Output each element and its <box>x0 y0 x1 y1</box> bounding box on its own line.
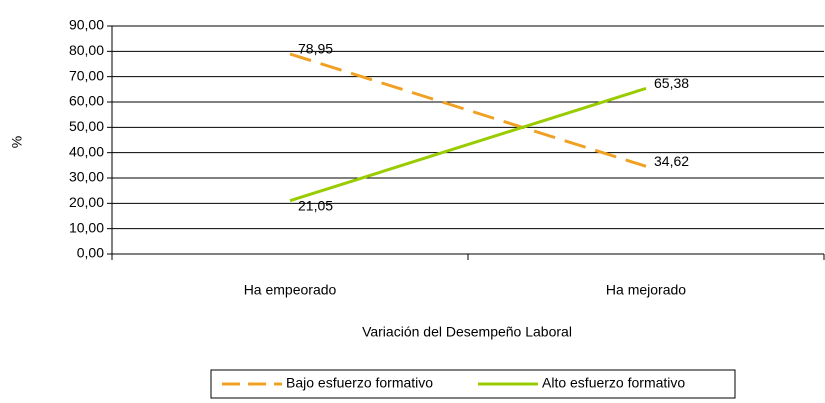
legend-label: Alto esfuerzo formativo <box>542 375 685 391</box>
y-tick-label: 40,00 <box>69 143 104 159</box>
y-tick-label: 90,00 <box>69 17 104 33</box>
y-axis-label: % <box>9 136 25 148</box>
y-tick-label: 60,00 <box>69 93 104 109</box>
legend-box <box>210 369 736 399</box>
x-axis-label: Variación del Desempeño Laboral <box>362 324 572 340</box>
y-tick-label: 30,00 <box>69 169 104 185</box>
series-line <box>289 86 647 203</box>
series-line <box>289 52 647 168</box>
data-label: 21,05 <box>298 197 333 213</box>
legend-label: Bajo esfuerzo formativo <box>286 375 433 391</box>
data-label: 65,38 <box>654 75 689 91</box>
y-tick-label: 80,00 <box>69 42 104 58</box>
x-tick-label: Ha mejorado <box>606 282 686 298</box>
y-tick-label: 70,00 <box>69 67 104 83</box>
x-tick-label: Ha empeorado <box>244 282 337 298</box>
y-tick-label: 0,00 <box>77 245 104 261</box>
y-tick-label: 20,00 <box>69 194 104 210</box>
data-label: 78,95 <box>298 41 333 57</box>
y-tick-label: 50,00 <box>69 118 104 134</box>
data-label: 34,62 <box>654 153 689 169</box>
y-tick-label: 10,00 <box>69 219 104 235</box>
